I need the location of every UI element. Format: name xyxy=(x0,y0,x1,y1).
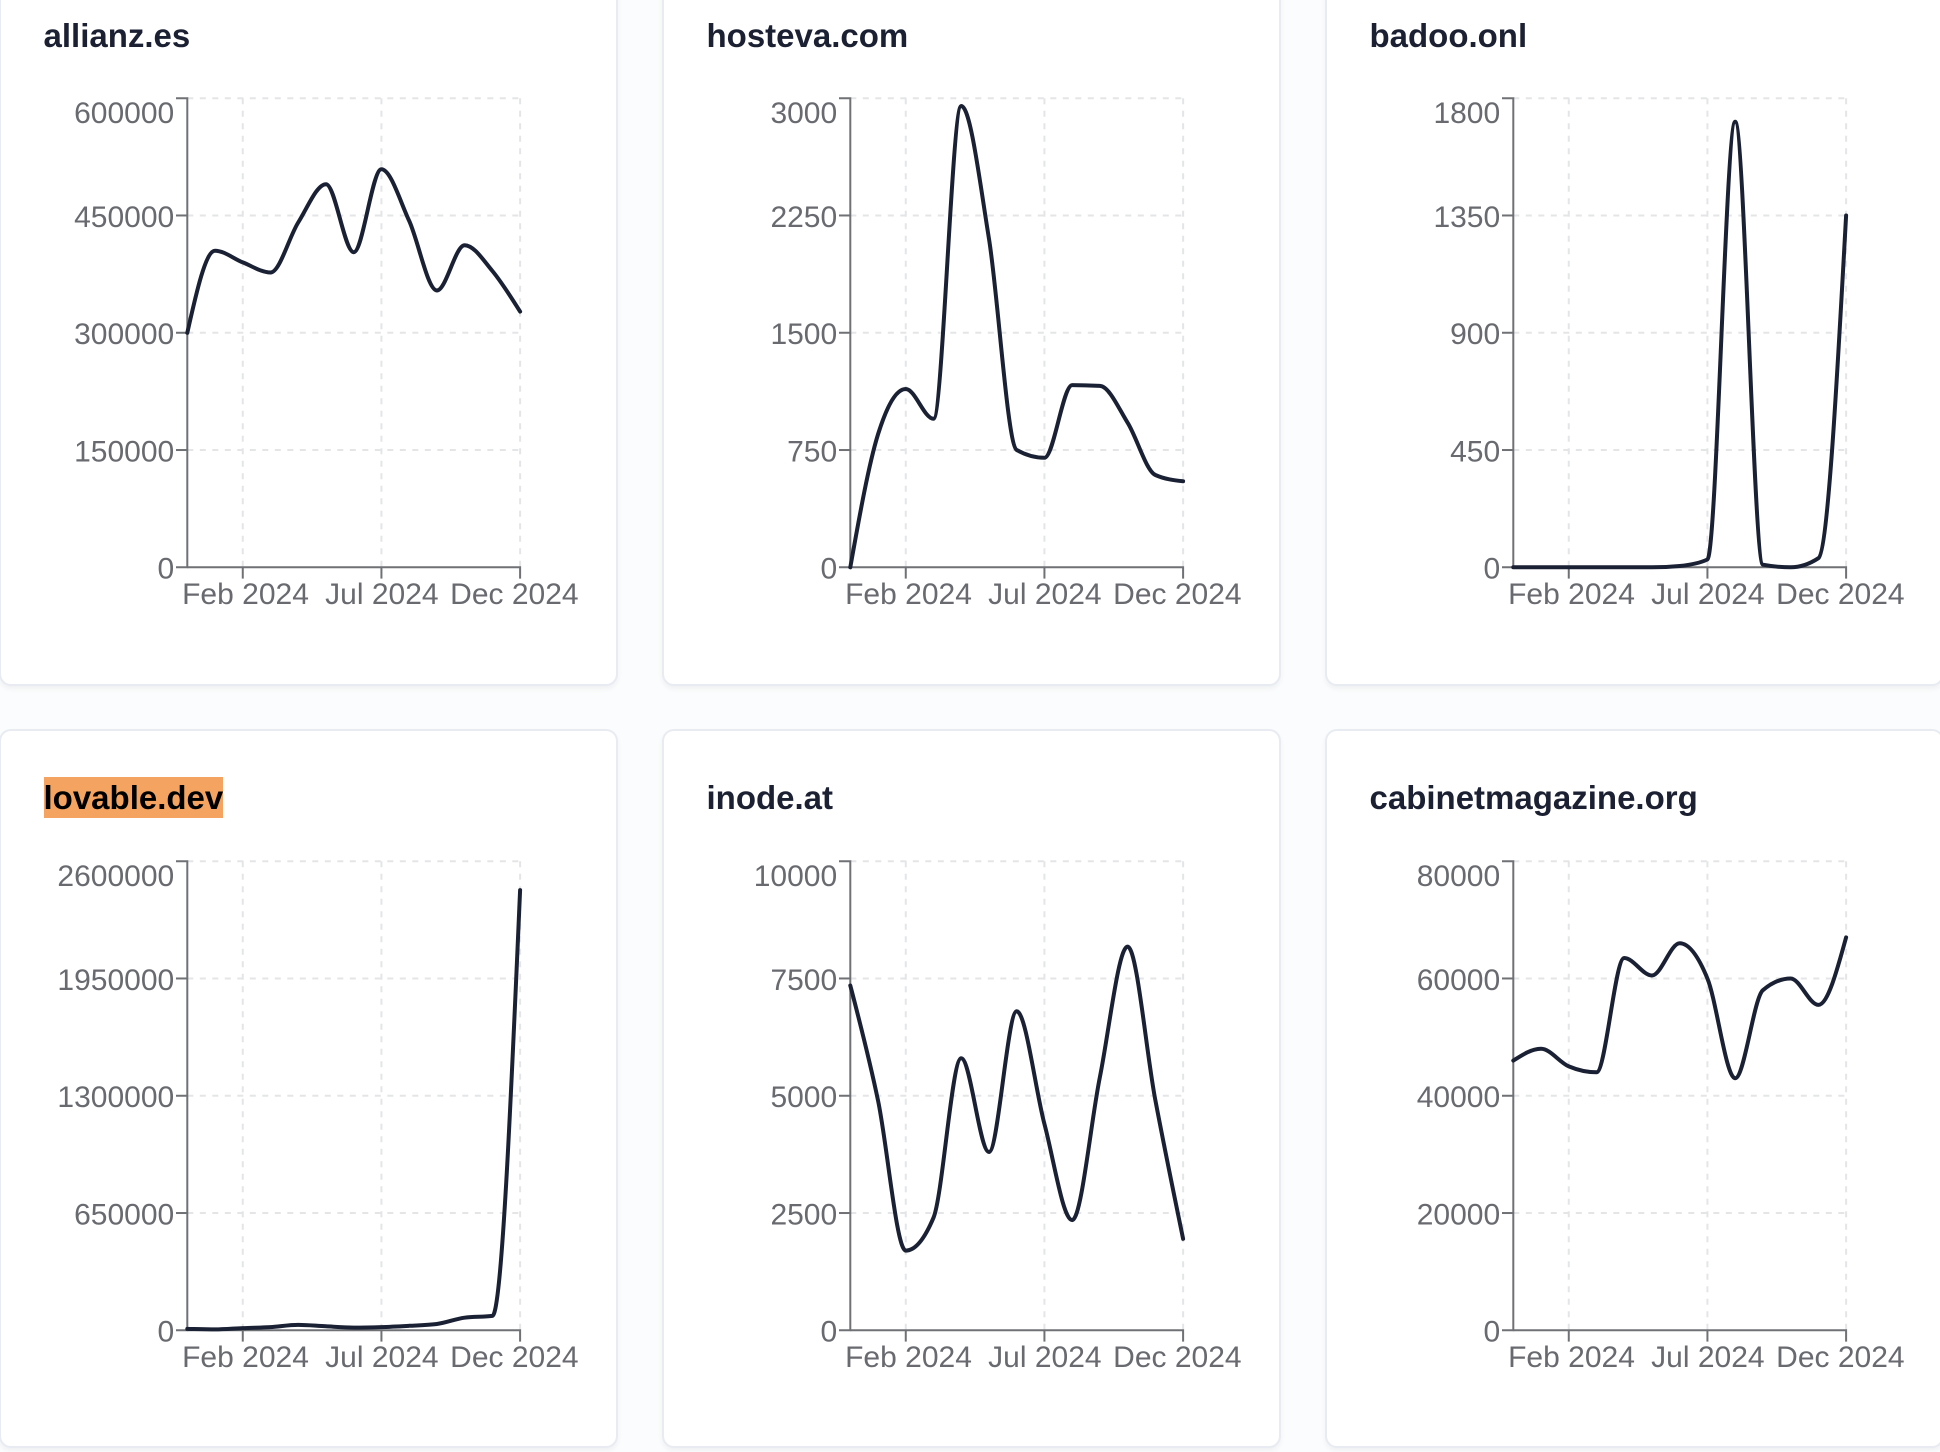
svg-text:2500: 2500 xyxy=(770,1199,837,1232)
svg-text:Dec 2024: Dec 2024 xyxy=(1113,1341,1241,1374)
svg-text:450: 450 xyxy=(1450,436,1500,469)
svg-text:1300000: 1300000 xyxy=(57,1081,174,1114)
svg-text:Jul 2024: Jul 2024 xyxy=(988,578,1101,611)
svg-text:Dec 2024: Dec 2024 xyxy=(1113,578,1241,611)
svg-text:1350: 1350 xyxy=(1433,201,1500,234)
svg-text:60000: 60000 xyxy=(1416,964,1499,997)
svg-text:150000: 150000 xyxy=(74,436,174,469)
svg-text:1950000: 1950000 xyxy=(57,964,174,997)
svg-text:Feb 2024: Feb 2024 xyxy=(845,1341,972,1374)
svg-text:600000: 600000 xyxy=(74,97,174,130)
svg-text:3000: 3000 xyxy=(770,97,837,130)
svg-text:Jul 2024: Jul 2024 xyxy=(1651,578,1764,611)
svg-text:1500: 1500 xyxy=(770,318,837,351)
svg-text:0: 0 xyxy=(157,1316,174,1349)
svg-text:Jul 2024: Jul 2024 xyxy=(325,578,438,611)
svg-text:1800: 1800 xyxy=(1433,97,1500,130)
svg-text:Dec 2024: Dec 2024 xyxy=(1776,1341,1904,1374)
svg-text:2250: 2250 xyxy=(770,201,837,234)
svg-text:650000: 650000 xyxy=(74,1199,174,1232)
svg-text:2600000: 2600000 xyxy=(57,860,174,893)
svg-text:300000: 300000 xyxy=(74,318,174,351)
svg-text:Dec 2024: Dec 2024 xyxy=(450,578,578,611)
svg-text:20000: 20000 xyxy=(1416,1199,1499,1232)
svg-text:900: 900 xyxy=(1450,318,1500,351)
svg-text:Dec 2024: Dec 2024 xyxy=(450,1341,578,1374)
svg-text:Jul 2024: Jul 2024 xyxy=(988,1341,1101,1374)
svg-text:10000: 10000 xyxy=(753,860,836,893)
svg-text:Feb 2024: Feb 2024 xyxy=(1508,578,1635,611)
svg-text:0: 0 xyxy=(820,1316,837,1349)
svg-text:7500: 7500 xyxy=(770,964,837,997)
svg-text:0: 0 xyxy=(157,553,174,586)
svg-text:Feb 2024: Feb 2024 xyxy=(845,578,972,611)
svg-text:80000: 80000 xyxy=(1416,860,1499,893)
svg-text:450000: 450000 xyxy=(74,201,174,234)
svg-text:Feb 2024: Feb 2024 xyxy=(1508,1341,1635,1374)
svg-text:0: 0 xyxy=(1483,1316,1500,1349)
svg-text:750: 750 xyxy=(787,436,837,469)
svg-text:0: 0 xyxy=(820,553,837,586)
svg-text:0: 0 xyxy=(1483,553,1500,586)
svg-text:5000: 5000 xyxy=(770,1081,837,1114)
svg-text:40000: 40000 xyxy=(1416,1081,1499,1114)
svg-text:Jul 2024: Jul 2024 xyxy=(1651,1341,1764,1374)
svg-text:Dec 2024: Dec 2024 xyxy=(1776,578,1904,611)
svg-text:Feb 2024: Feb 2024 xyxy=(182,578,309,611)
svg-text:Jul 2024: Jul 2024 xyxy=(325,1341,438,1374)
svg-text:Feb 2024: Feb 2024 xyxy=(182,1341,309,1374)
